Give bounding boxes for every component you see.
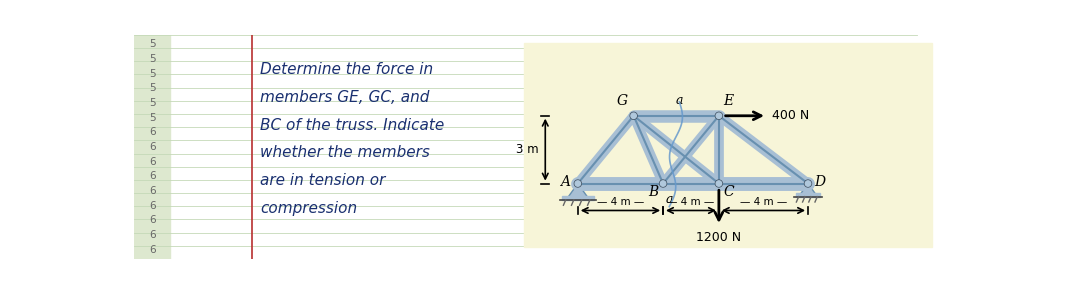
Circle shape bbox=[575, 181, 581, 186]
Text: 6: 6 bbox=[149, 230, 155, 240]
Text: 6: 6 bbox=[149, 157, 155, 167]
Text: C: C bbox=[723, 185, 734, 199]
Text: 6: 6 bbox=[149, 171, 155, 181]
Text: 6: 6 bbox=[149, 142, 155, 152]
Text: 5: 5 bbox=[149, 68, 155, 79]
Text: 6: 6 bbox=[149, 186, 155, 196]
Text: Determine the force in: Determine the force in bbox=[260, 62, 433, 77]
Text: a: a bbox=[675, 93, 683, 107]
Polygon shape bbox=[800, 184, 815, 194]
Text: 5: 5 bbox=[149, 83, 155, 93]
Circle shape bbox=[631, 113, 637, 118]
Circle shape bbox=[575, 180, 581, 187]
Circle shape bbox=[716, 181, 721, 186]
Text: — 4 m —: — 4 m — bbox=[597, 197, 644, 207]
Circle shape bbox=[659, 180, 667, 187]
Text: members GE, GC, and: members GE, GC, and bbox=[260, 90, 429, 105]
Bar bbox=[523, 42, 932, 247]
Circle shape bbox=[716, 112, 722, 119]
Text: B: B bbox=[648, 185, 658, 199]
Text: G: G bbox=[616, 94, 627, 108]
Bar bbox=[796, 193, 821, 197]
Circle shape bbox=[806, 181, 811, 186]
Text: whether the members: whether the members bbox=[260, 145, 430, 160]
Text: compression: compression bbox=[260, 201, 357, 216]
Text: BC of the truss. Indicate: BC of the truss. Indicate bbox=[260, 118, 444, 132]
Text: — 4 m —: — 4 m — bbox=[668, 197, 715, 207]
Text: 6: 6 bbox=[149, 201, 155, 211]
Bar bbox=[134, 35, 170, 259]
Text: E: E bbox=[722, 94, 733, 108]
Text: 1200 N: 1200 N bbox=[697, 231, 742, 244]
Circle shape bbox=[716, 113, 721, 118]
Text: 5: 5 bbox=[149, 98, 155, 108]
Polygon shape bbox=[568, 184, 587, 198]
Text: 3 m: 3 m bbox=[517, 143, 539, 156]
Text: a: a bbox=[666, 193, 673, 206]
Circle shape bbox=[660, 181, 666, 186]
Text: 5: 5 bbox=[149, 54, 155, 64]
Text: A: A bbox=[560, 175, 570, 189]
Bar bbox=[562, 196, 594, 200]
Text: 400 N: 400 N bbox=[771, 109, 809, 122]
Text: 6: 6 bbox=[149, 127, 155, 137]
Text: D: D bbox=[814, 175, 825, 189]
Circle shape bbox=[630, 112, 637, 119]
Circle shape bbox=[805, 180, 811, 187]
Text: 5: 5 bbox=[149, 113, 155, 123]
Text: 6: 6 bbox=[149, 215, 155, 226]
Text: 6: 6 bbox=[149, 245, 155, 255]
Text: 5: 5 bbox=[149, 39, 155, 49]
Text: are in tension or: are in tension or bbox=[260, 173, 385, 188]
Text: — 4 m —: — 4 m — bbox=[739, 197, 788, 207]
Circle shape bbox=[716, 180, 722, 187]
